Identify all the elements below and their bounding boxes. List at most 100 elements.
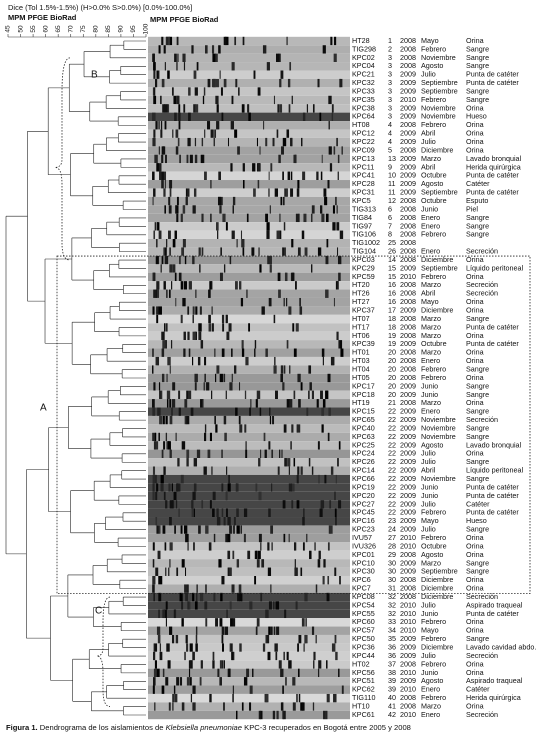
gel-band xyxy=(185,592,188,602)
gel-lane xyxy=(148,525,350,534)
table-cell: Enero xyxy=(421,213,440,222)
gel-band xyxy=(162,340,166,349)
gel-band xyxy=(194,601,198,610)
gel-band xyxy=(303,643,305,652)
gel-band xyxy=(153,95,157,105)
gel-band xyxy=(268,188,270,197)
gel-band xyxy=(330,36,333,46)
gel-band xyxy=(326,213,329,223)
table-cell: KPC65 xyxy=(352,415,375,424)
table-cell: Octubre xyxy=(421,196,447,205)
gel-band xyxy=(291,483,295,492)
gel-band xyxy=(204,129,206,138)
gel-band xyxy=(265,634,267,644)
table-cell: Orina xyxy=(466,398,484,407)
gel-band xyxy=(297,247,301,256)
gel-band xyxy=(286,399,290,408)
gel-band xyxy=(205,525,209,534)
gel-lane xyxy=(148,87,350,96)
gel-band xyxy=(207,449,211,459)
gel-band xyxy=(163,45,166,54)
table-cell: 2009 xyxy=(400,423,416,432)
gel-band xyxy=(293,348,297,357)
gel-band xyxy=(175,129,179,138)
gel-band xyxy=(320,500,325,509)
gel-lane xyxy=(148,129,350,138)
gel-band xyxy=(235,281,238,290)
gel-band xyxy=(161,78,165,88)
table-cell: Orina xyxy=(466,533,484,542)
gel-lane xyxy=(148,643,350,652)
gel-band xyxy=(280,702,284,711)
table-cell: Orina xyxy=(466,331,484,340)
table-cell: Punta de catéter xyxy=(466,171,519,180)
table-cell: Noviembre xyxy=(421,423,456,432)
gel-band xyxy=(298,399,301,408)
table-cell: 2009 xyxy=(400,676,416,685)
table-cell: Febrero xyxy=(421,659,446,668)
table-cell: Piel xyxy=(466,204,478,213)
table-cell: Noviembre xyxy=(421,53,456,62)
table-cell: Febrero xyxy=(421,44,446,53)
gel-band xyxy=(292,323,295,332)
gel-band xyxy=(187,584,189,593)
gel-band xyxy=(338,272,341,282)
gel-band xyxy=(231,651,234,661)
gel-band xyxy=(311,390,315,400)
gel-band xyxy=(239,592,243,602)
gel-band xyxy=(166,289,168,298)
gel-lane xyxy=(148,660,350,669)
scale-tick-label: 45 xyxy=(5,25,12,33)
table-cell: KPC39 xyxy=(352,339,375,348)
table-cell: Secreción xyxy=(466,280,498,289)
cluster-brace xyxy=(96,596,111,707)
gel-band xyxy=(184,415,188,425)
table-cell: Enero xyxy=(421,247,440,256)
gel-band xyxy=(172,239,176,248)
gel-band xyxy=(238,584,241,593)
gel-band xyxy=(152,542,155,551)
gel-band xyxy=(275,390,278,400)
table-cell: 2010 xyxy=(400,626,416,635)
table-cell: 2009 xyxy=(400,457,416,466)
table-cell: KPC02 xyxy=(352,53,375,62)
gel-band xyxy=(168,289,171,298)
table-cell: KPC09 xyxy=(352,145,375,154)
gel-band xyxy=(218,559,222,568)
gel-band xyxy=(152,584,155,593)
gel-band xyxy=(155,567,159,576)
table-cell: 32 xyxy=(388,600,396,609)
table-cell: Marzo xyxy=(421,314,441,323)
gel-band xyxy=(239,424,243,433)
gel-band xyxy=(293,154,297,164)
gel-lane xyxy=(148,651,350,661)
table-cell: Orina xyxy=(466,272,484,281)
gel-band xyxy=(305,634,308,644)
table-cell: 2009 xyxy=(400,415,416,424)
gel-band xyxy=(231,95,234,105)
table-cell: 2008 xyxy=(400,247,416,256)
table-cell: 3 xyxy=(388,78,392,87)
gel-band xyxy=(221,449,223,459)
table-cell: 2008 xyxy=(400,145,416,154)
table-cell: 2009 xyxy=(400,78,416,87)
table-cell: KPC7 xyxy=(352,584,371,593)
table-cell: 3 xyxy=(388,103,392,112)
table-cell: Sangre xyxy=(466,53,489,62)
table-cell: KPC51 xyxy=(352,676,375,685)
gel-band xyxy=(311,264,313,273)
gel-lane xyxy=(148,491,350,501)
gel-band xyxy=(311,205,315,214)
gel-band xyxy=(258,710,261,720)
gel-band xyxy=(333,146,336,155)
gel-band xyxy=(327,576,330,585)
table-cell: Agosto xyxy=(421,440,443,449)
gel-band xyxy=(168,36,173,46)
gel-lane xyxy=(148,483,350,492)
gel-band xyxy=(168,567,170,576)
gel-band xyxy=(338,340,340,349)
table-cell: TIG298 xyxy=(352,44,376,53)
gel-band xyxy=(315,634,317,644)
table-cell: 2008 xyxy=(400,364,416,373)
gel-band xyxy=(213,592,216,602)
